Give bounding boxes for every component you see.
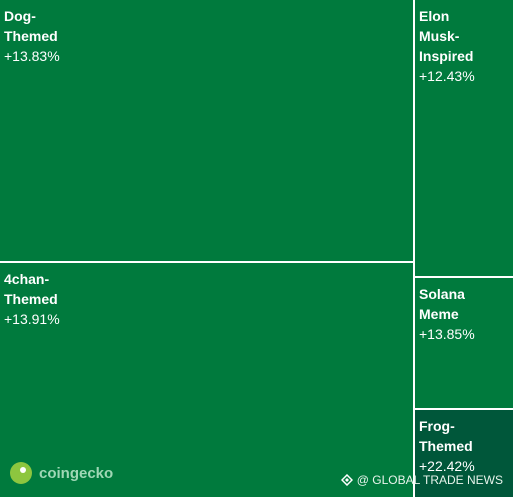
value-label: +22.42% [419, 458, 475, 474]
watermark: @ GLOBAL TRADE NEWS [340, 473, 503, 487]
category-name: Frog-Themed [419, 418, 473, 454]
category-name: 4chan-Themed [4, 271, 58, 307]
category-name: Dog-Themed [4, 8, 58, 44]
logo-icon [10, 462, 32, 484]
tile-label: Elon Musk-Inspired +12.43% [419, 6, 485, 86]
tile-label: Dog-Themed +13.83% [4, 6, 70, 66]
tile: Elon Musk-Inspired +12.43% [415, 0, 513, 276]
tile-label: 4chan-Themed +13.91% [4, 269, 70, 329]
value-label: +13.91% [4, 311, 60, 327]
value-label: +13.83% [4, 48, 60, 64]
tile-label: Frog-Themed +22.42% [419, 416, 485, 476]
value-label: +12.43% [419, 68, 475, 84]
watermark-icon [340, 474, 353, 486]
tile: Dog-Themed +13.83% [0, 0, 413, 261]
logo: coingecko [9, 461, 113, 485]
logo-text: coingecko [39, 464, 114, 482]
category-name: Solana Meme [419, 286, 465, 322]
tile: 4chan-Themed +13.91% [0, 263, 413, 497]
tile: Solana Meme +13.85% [415, 278, 513, 408]
category-name: Elon Musk-Inspired [419, 8, 474, 64]
value-label: +13.85% [419, 326, 475, 342]
tile-label: Solana Meme +13.85% [419, 284, 485, 344]
tile: Frog-Themed +22.42% [415, 410, 513, 497]
watermark-text: @ GLOBAL TRADE NEWS [356, 473, 503, 487]
